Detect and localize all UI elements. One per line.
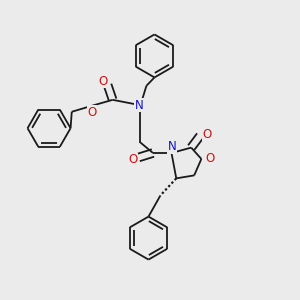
Text: O: O bbox=[98, 75, 108, 88]
Text: N: N bbox=[168, 140, 177, 153]
Text: O: O bbox=[202, 128, 212, 141]
Text: O: O bbox=[128, 153, 137, 167]
Text: N: N bbox=[135, 99, 143, 112]
Text: O: O bbox=[87, 106, 96, 119]
Text: O: O bbox=[205, 152, 214, 165]
